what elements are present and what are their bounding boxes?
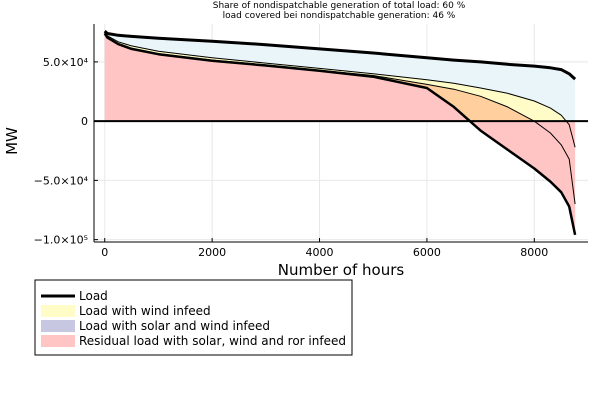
chart-title-line-2: load covered bei nondispatchable generat… — [223, 11, 456, 21]
legend-label-0: Load — [79, 289, 108, 303]
x-axis-ticks: 0 2000 4000 6000 8000 — [101, 238, 548, 259]
legend-label-1: Load with wind infeed — [79, 304, 211, 318]
x-axis-label: Number of hours — [278, 261, 405, 279]
x-tick-label: 2000 — [198, 246, 226, 259]
x-tick-label: 4000 — [306, 246, 334, 259]
chart-title-line-1: Share of nondispatchable generation of t… — [213, 1, 466, 11]
series-lines — [103, 29, 577, 236]
x-tick-label: 8000 — [520, 246, 548, 259]
plot-area — [93, 24, 588, 243]
legend-label-3: Residual load with solar, wind and ror i… — [79, 334, 346, 348]
legend-swatch-3 — [41, 335, 75, 347]
y-tick-label: 0 — [81, 115, 88, 128]
y-tick-label: −1.0×10⁵ — [34, 234, 88, 247]
x-tick-label: 0 — [101, 246, 108, 259]
x-tick-label: 6000 — [413, 246, 441, 259]
series-line-1 — [104, 31, 576, 148]
area-fills — [104, 31, 576, 235]
series-line-0 — [103, 29, 577, 81]
legend-swatch-2 — [41, 320, 75, 332]
fill-load — [104, 31, 576, 148]
fill-residual — [104, 33, 576, 235]
y-axis-ticks: 5.0×10⁴ 0 −5.0×10⁴ −1.0×10⁵ — [34, 56, 98, 247]
y-tick-label: −5.0×10⁴ — [34, 174, 89, 187]
y-tick-label: 5.0×10⁴ — [43, 56, 89, 69]
legend-swatch-1 — [41, 305, 75, 317]
y-axis-label: MW — [3, 127, 21, 155]
legend-label-2: Load with solar and wind infeed — [79, 319, 270, 333]
series-line-3 — [103, 32, 577, 236]
legend-box — [34, 279, 353, 356]
